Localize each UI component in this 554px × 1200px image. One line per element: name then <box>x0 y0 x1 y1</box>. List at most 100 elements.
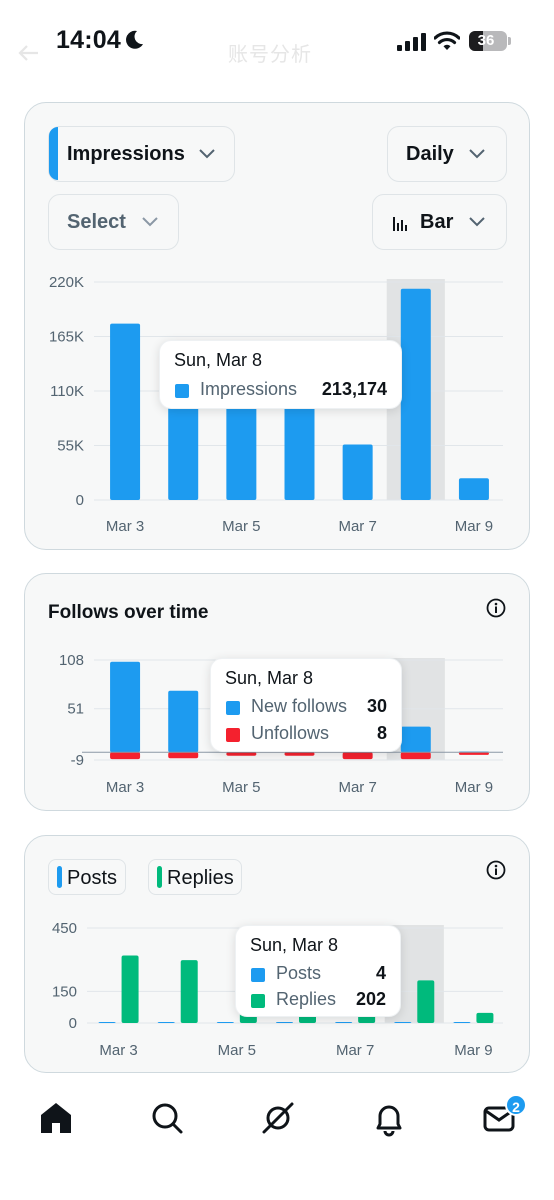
bar-posts[interactable] <box>216 1022 234 1023</box>
bar-replies[interactable] <box>180 960 198 1023</box>
posts-tooltip: Sun, Mar 8 Posts 4 Replies 202 <box>235 925 401 1017</box>
x-tick-label: Mar 9 <box>454 1042 492 1059</box>
page-title: 账号分析 <box>228 44 312 66</box>
follows-tooltip: Sun, Mar 8 New follows 30 Unfollows 8 <box>210 658 402 752</box>
tooltip-row-name: Posts <box>276 963 322 983</box>
posts-card: Posts Replies 450 150 0 Mar 3 Mar 5 Mar 7 Mar … <box>24 835 530 1073</box>
new-follows-swatch <box>226 701 240 715</box>
y-tick-label: 51 <box>67 701 84 718</box>
x-tick-label: Mar 9 <box>455 779 493 796</box>
y-tick-label: 55K <box>57 438 84 455</box>
x-tick-label: Mar 3 <box>106 518 144 535</box>
back-arrow-icon[interactable] <box>18 44 40 62</box>
y-tick-label: 450 <box>52 920 77 937</box>
status-time: 14:04 <box>56 26 121 54</box>
y-tick-label: 220K <box>49 274 84 291</box>
x-tick-label: Mar 5 <box>222 779 260 796</box>
posts-legend-label: Posts <box>67 867 118 889</box>
x-tick-label: Mar 3 <box>106 779 144 796</box>
tooltip-row-value: 30 <box>366 696 387 716</box>
bar-posts[interactable] <box>276 1022 293 1023</box>
search-icon[interactable] <box>147 1098 187 1138</box>
x-tick-label: Mar 7 <box>338 518 376 535</box>
bar-new-follows[interactable] <box>168 690 199 753</box>
replies-swatch <box>251 994 265 1008</box>
bar-impressions[interactable] <box>458 478 489 500</box>
notifications-icon[interactable] <box>369 1098 409 1138</box>
bar-posts[interactable] <box>453 1022 471 1023</box>
tooltip-row-value: 4 <box>375 963 386 983</box>
select-dropdown[interactable]: Select <box>48 194 179 250</box>
impressions-swatch <box>175 384 189 398</box>
bar-impressions[interactable] <box>110 323 141 500</box>
bar-replies[interactable] <box>476 1012 494 1023</box>
y-tick-label: 150 <box>52 983 77 1000</box>
replies-legend-swatch <box>157 866 162 888</box>
bottom-nav <box>0 1090 554 1150</box>
grok-icon[interactable] <box>258 1098 298 1138</box>
bar-posts[interactable] <box>335 1022 353 1023</box>
chart-type-dropdown-label: Bar <box>420 211 454 233</box>
bar-new-follows[interactable] <box>110 661 141 753</box>
bar-unfollows[interactable] <box>458 752 489 755</box>
tooltip-row-name: Replies <box>276 989 337 1009</box>
metric-dropdown[interactable]: Impressions <box>48 126 235 182</box>
bar-posts[interactable] <box>157 1022 175 1023</box>
posts-swatch <box>251 968 265 982</box>
chevron-down-icon <box>469 217 485 227</box>
bar-impressions[interactable] <box>400 288 431 500</box>
tooltip-row-value: 8 <box>376 723 387 743</box>
bar-impressions[interactable] <box>342 444 373 500</box>
bar-posts[interactable] <box>98 1022 116 1023</box>
follows-card-title: Follows over time <box>48 602 209 623</box>
metric-dropdown-label: Impressions <box>67 143 185 165</box>
bar-unfollows[interactable] <box>226 752 257 756</box>
chart-type-dropdown[interactable]: Bar <box>372 194 507 250</box>
bar-unfollows[interactable] <box>342 752 373 760</box>
status-bar: 14:04 36 账号分析 <box>0 0 554 84</box>
bar-new-follows[interactable] <box>400 726 431 753</box>
x-tick-label: Mar 9 <box>455 518 493 535</box>
bar-unfollows[interactable] <box>284 752 315 756</box>
battery-tip <box>508 37 511 45</box>
y-tick-label: -9 <box>71 752 84 769</box>
bar-unfollows[interactable] <box>400 752 431 760</box>
y-tick-label: 0 <box>69 1015 77 1032</box>
posts-legend-swatch <box>57 866 62 888</box>
home-icon[interactable] <box>36 1098 76 1138</box>
y-tick-label: 165K <box>49 329 84 346</box>
period-dropdown-label: Daily <box>406 143 454 165</box>
tooltip-title: Sun, Mar 8 <box>174 350 263 370</box>
period-dropdown[interactable]: Daily <box>387 126 507 182</box>
tooltip-row-name: Unfollows <box>251 723 330 743</box>
impressions-tooltip: Sun, Mar 8 Impressions 213,174 <box>159 340 402 409</box>
follows-card: Follows over time 108 51 -9 Mar 3 Mar 5 Mar 7… <box>24 573 530 811</box>
select-dropdown-label: Select <box>67 211 126 233</box>
tooltip-title: Sun, Mar 8 <box>250 935 339 955</box>
x-tick-label: Mar 7 <box>336 1042 374 1059</box>
bar-chart-icon <box>393 217 407 231</box>
chevron-down-icon <box>142 217 158 227</box>
replies-legend-pill[interactable]: Replies <box>148 859 242 895</box>
battery-icon: 36 <box>469 31 507 51</box>
bar-replies[interactable] <box>121 955 139 1023</box>
cellular-signal-icon <box>397 33 426 51</box>
info-icon[interactable] <box>485 597 507 619</box>
tooltip-series-name: Impressions <box>200 379 298 399</box>
chevron-down-icon <box>469 149 485 159</box>
x-tick-label: Mar 5 <box>218 1042 256 1059</box>
bar-posts[interactable] <box>394 1022 412 1023</box>
replies-legend-label: Replies <box>167 867 234 889</box>
bar-unfollows[interactable] <box>168 752 199 759</box>
posts-legend-pill[interactable]: Posts <box>48 859 126 895</box>
info-icon[interactable] <box>485 859 507 881</box>
tooltip-series-value: 213,174 <box>321 379 387 399</box>
y-tick-label: 108 <box>59 652 84 669</box>
messages-icon[interactable] <box>480 1098 520 1138</box>
messages-badge: 2 <box>505 1094 527 1116</box>
impressions-card: Impressions Daily Select Bar 220K 165K 110… <box>24 102 530 550</box>
bar-unfollows[interactable] <box>110 752 141 760</box>
metric-accent-bar <box>49 127 58 180</box>
tooltip-row-value: 202 <box>355 989 386 1009</box>
bar-replies[interactable] <box>417 980 435 1023</box>
